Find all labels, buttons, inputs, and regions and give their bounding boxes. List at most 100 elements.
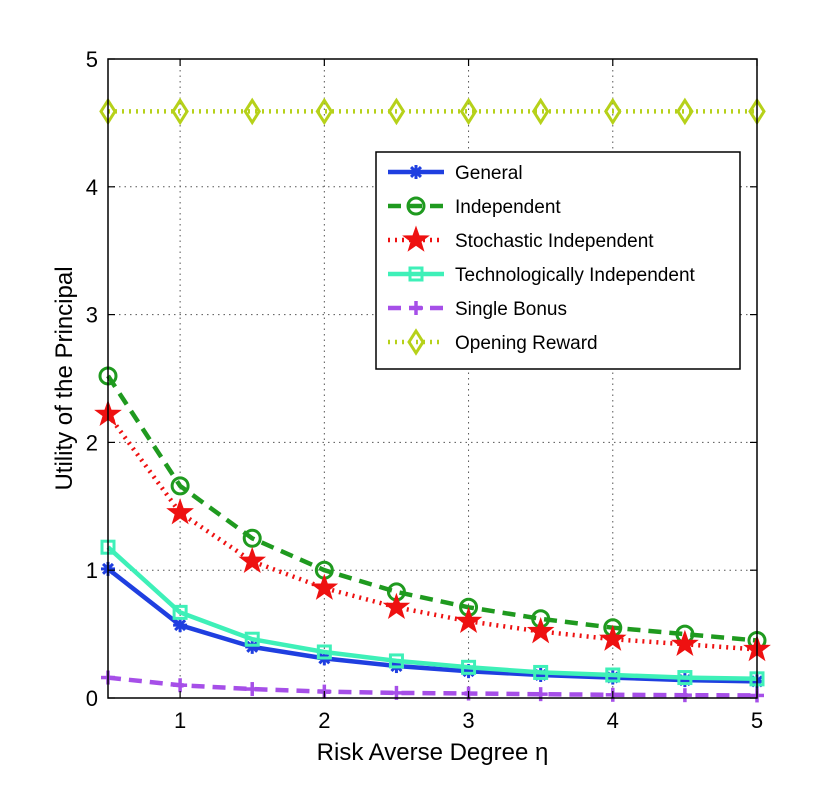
marker-shape — [387, 97, 406, 126]
data-point — [382, 592, 411, 620]
legend-marker — [409, 301, 423, 315]
marker-shape — [676, 97, 694, 126]
data-point — [531, 97, 550, 126]
data-point — [173, 678, 188, 693]
legend-marker — [402, 225, 430, 252]
plot-frame — [107, 58, 758, 699]
marker-shape — [598, 624, 627, 651]
data-point — [677, 688, 692, 703]
data-point — [454, 606, 483, 634]
data-point — [605, 667, 621, 683]
data-point — [461, 659, 477, 675]
x-tick-label: 2 — [318, 708, 330, 733]
data-point — [172, 604, 188, 620]
series-line-general — [106, 567, 758, 684]
data-point — [459, 97, 478, 126]
legend-label: Opening Reward — [455, 333, 598, 354]
series-stochastic-independent — [94, 399, 771, 662]
marker-shape — [310, 573, 339, 600]
data-point — [526, 616, 555, 644]
marker-shape — [316, 644, 332, 660]
marker-shape — [171, 97, 189, 126]
series-technologically-independent — [100, 539, 765, 687]
x-tick-label: 1 — [174, 708, 186, 733]
data-point — [245, 639, 260, 654]
y-axis-title: Utility of the Principal — [51, 266, 78, 490]
y-tick-label: 1 — [86, 558, 98, 583]
data-point — [242, 528, 262, 548]
data-point — [171, 97, 189, 126]
marker-shape — [382, 592, 411, 620]
marker-shape — [526, 616, 555, 644]
series-opening-reward — [99, 97, 766, 126]
data-point — [245, 682, 260, 697]
legend-item-general: General — [388, 163, 523, 184]
x-tick-label: 5 — [751, 708, 763, 733]
series-line-technologically-independent — [106, 545, 758, 682]
data-point — [170, 476, 190, 496]
axis-ticks: 1 2 3 4 5 0 1 2 3 4 5 — [86, 47, 763, 733]
data-point — [533, 664, 549, 680]
marker-shape — [531, 97, 550, 126]
legend-marker — [408, 266, 424, 282]
marker-shape — [407, 328, 425, 356]
y-tick-label: 4 — [86, 175, 98, 200]
legend-item-stochastic-independent: Stochastic Independent — [388, 225, 654, 252]
y-tick-label: 3 — [86, 303, 98, 328]
data-point — [243, 97, 262, 126]
data-point — [603, 97, 622, 126]
data-point — [310, 573, 339, 600]
legend-marker — [409, 165, 423, 179]
marker-shape — [459, 97, 478, 126]
data-point — [316, 644, 332, 660]
data-point — [676, 97, 694, 126]
marker-shape — [172, 604, 188, 620]
data-point — [244, 631, 260, 647]
x-tick-label: 3 — [462, 708, 474, 733]
data-point — [315, 97, 334, 126]
legend-item-independent: Independent — [388, 196, 561, 218]
legend-label: Stochastic Independent — [455, 231, 654, 252]
legend-marker — [406, 196, 426, 216]
marker-shape — [388, 653, 404, 669]
data-point — [238, 546, 267, 574]
legend-label: Single Bonus — [455, 299, 567, 320]
marker-shape — [170, 476, 190, 496]
x-axis-title: Risk Averse Degree η — [317, 739, 549, 766]
series-line-single-bonus — [107, 675, 758, 698]
legend-label: General — [455, 163, 523, 184]
data-point — [173, 618, 188, 633]
legend-box — [375, 151, 741, 370]
data-point — [671, 629, 699, 657]
marker-stroke — [246, 640, 259, 653]
marker-shape — [454, 606, 483, 634]
marker-shape — [408, 266, 424, 282]
marker-shape — [243, 97, 262, 126]
data-point — [388, 653, 404, 669]
marker-shape — [533, 664, 549, 680]
marker-shape — [677, 670, 693, 686]
marker-shape — [402, 225, 430, 252]
marker-shape — [238, 546, 267, 574]
y-tick-label: 2 — [86, 430, 98, 455]
marker-shape — [406, 196, 426, 216]
marker-shape — [605, 667, 621, 683]
legend-item-technologically-independent: Technologically Independent — [388, 265, 696, 286]
series-layer — [94, 97, 771, 703]
legend: General Independent Stochastic Independent… — [375, 151, 741, 370]
marker-shape — [242, 528, 262, 548]
data-point — [533, 687, 548, 702]
marker-stroke — [174, 619, 187, 632]
series-line-independent — [106, 374, 758, 643]
legend-label: Technologically Independent — [455, 265, 696, 286]
legend-item-single-bonus: Single Bonus — [388, 299, 567, 320]
marker-shape — [315, 97, 334, 126]
marker-shape — [671, 629, 699, 657]
marker-shape — [244, 631, 260, 647]
marker-stroke — [409, 165, 423, 179]
data-point — [598, 624, 627, 651]
data-point — [677, 670, 693, 686]
y-tick-label: 0 — [86, 686, 98, 711]
y-tick-label: 5 — [86, 47, 98, 72]
